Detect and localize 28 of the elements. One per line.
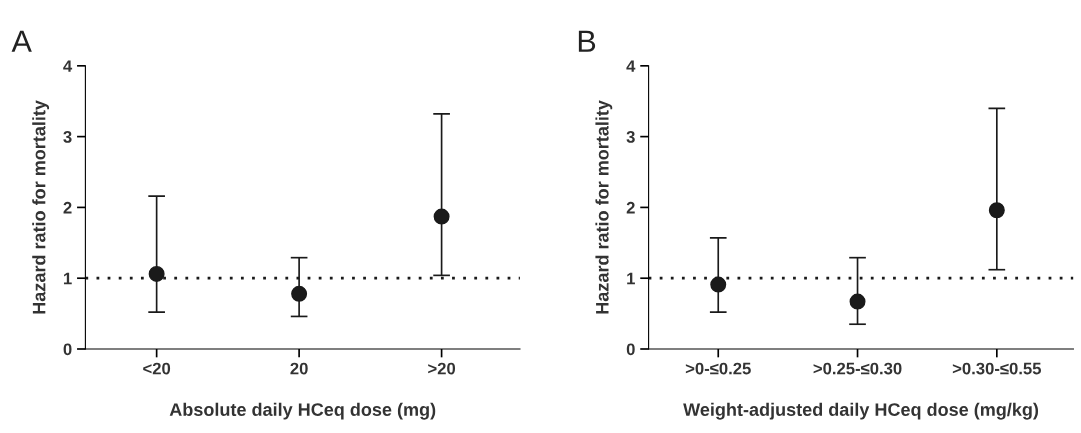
- y-axis-title: Hazard ratio for mortality: [595, 100, 613, 314]
- point: [148, 265, 165, 282]
- y-tick-label: 4: [626, 60, 636, 72]
- y-tick-label: 0: [626, 343, 635, 356]
- point: [849, 293, 866, 310]
- y-axis-title: Hazard ratio for mortality: [32, 100, 50, 314]
- x-tick-label: >20: [428, 362, 456, 375]
- y-tick-label: 4: [63, 60, 73, 72]
- y-tick-label: 1: [63, 272, 72, 285]
- x-tick-label: >0.25-≤0.30: [813, 362, 902, 375]
- y-tick-label: 2: [626, 201, 635, 214]
- x-tick-label: <20: [143, 362, 171, 375]
- point: [433, 208, 450, 225]
- y-tick-label: 0: [63, 343, 72, 356]
- x-tick-label: >0-≤0.25: [685, 362, 751, 375]
- chart-title: B: [578, 30, 596, 52]
- y-tick-label: 2: [63, 201, 72, 214]
- x-axis-title: Weight-adjusted daily HCeq dose (mg/kg): [683, 402, 1039, 420]
- point: [291, 285, 308, 302]
- chart-title: A: [11, 30, 32, 52]
- y-tick-label: 3: [63, 131, 72, 143]
- x-tick-label: 20: [290, 362, 308, 375]
- x-tick-label: >0.30-≤0.55: [952, 362, 1042, 375]
- y-tick-label: 3: [626, 131, 635, 143]
- y-tick-label: 1: [627, 272, 635, 285]
- x-axis-title: Absolute daily HCeq dose (mg): [169, 402, 436, 420]
- point: [988, 202, 1005, 219]
- point: [710, 276, 727, 293]
